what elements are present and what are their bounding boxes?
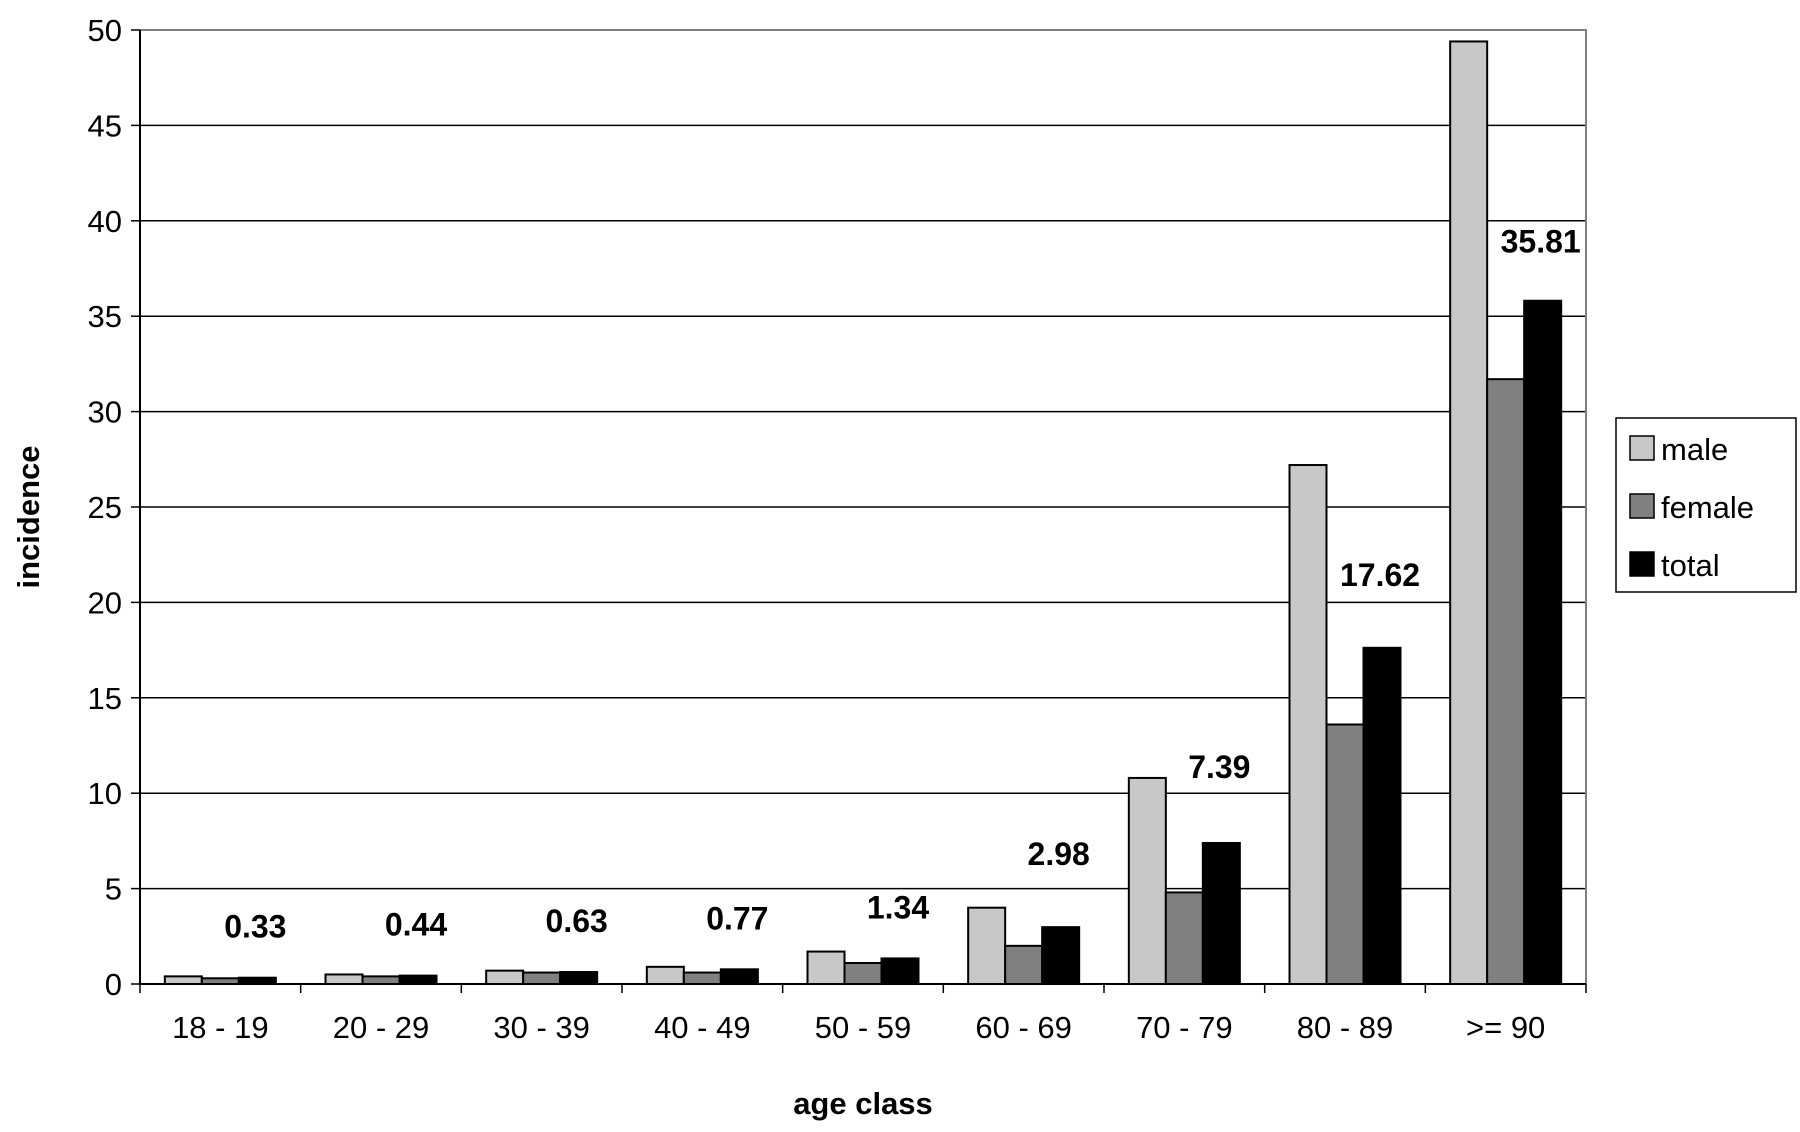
bar-male-8 (1449, 40, 1489, 985)
x-tick-label: 80 - 89 (1297, 1010, 1394, 1045)
bar-female-5 (1004, 944, 1044, 986)
data-label-total: 0.33 (224, 909, 286, 945)
x-tick-label: 70 - 79 (1136, 1010, 1233, 1045)
bar-female-2 (522, 971, 562, 986)
data-label-total: 0.77 (706, 900, 768, 936)
bar-female-3 (682, 971, 722, 986)
y-tick-label: 0 (105, 967, 122, 1002)
data-label-total: 0.63 (546, 903, 608, 939)
x-tick-label: 30 - 39 (493, 1010, 590, 1045)
legend-label-male: male (1661, 432, 1728, 467)
y-tick-label: 45 (88, 108, 122, 143)
bar-total-4 (880, 957, 920, 985)
bar-male-1 (324, 973, 364, 986)
legend-swatch-female (1629, 493, 1655, 519)
y-tick-label: 5 (105, 872, 122, 907)
bar-male-4 (806, 950, 846, 986)
x-tick-label: 60 - 69 (975, 1010, 1072, 1045)
bar-female-1 (361, 975, 401, 985)
bar-total-6 (1201, 841, 1241, 985)
data-label-total: 1.34 (867, 889, 929, 925)
bar-total-8 (1523, 299, 1563, 986)
x-tick-label: 18 - 19 (172, 1010, 269, 1045)
legend-swatch-total (1629, 551, 1655, 577)
bar-male-2 (485, 969, 525, 985)
x-tick-label: 50 - 59 (815, 1010, 912, 1045)
data-label-total: 7.39 (1188, 749, 1250, 785)
data-labels: 0.33 0.44 0.63 0.77 1.34 2.98 7.39 17.62 35.81 (224, 224, 1581, 945)
bar-female-4 (843, 962, 883, 986)
y-tick-label: 30 (88, 395, 122, 430)
bar-male-0 (163, 975, 203, 985)
axes: 0 5 10 15 20 25 30 35 40 45 50 18 - 19 20 - 29 30 - 3… (88, 13, 1587, 1045)
y-axis-title: incidence (11, 446, 46, 589)
bars (163, 40, 1563, 986)
legend: male female total (1615, 417, 1797, 593)
bar-female-6 (1164, 891, 1204, 986)
data-label-total: 17.62 (1340, 557, 1420, 593)
x-tick-label: >= 90 (1466, 1010, 1545, 1045)
y-tick-label: 40 (88, 204, 122, 239)
bar-male-5 (967, 906, 1007, 985)
bar-total-7 (1362, 646, 1402, 986)
y-tick-label: 50 (88, 13, 122, 48)
bar-female-7 (1325, 723, 1365, 986)
data-label-total: 2.98 (1028, 836, 1090, 872)
y-tick-label: 10 (88, 776, 122, 811)
bar-female-8 (1486, 378, 1526, 985)
y-tick-label: 25 (88, 490, 122, 525)
x-tick-label: 20 - 29 (333, 1010, 430, 1045)
x-axis-title: age class (793, 1086, 933, 1121)
bar-total-1 (398, 974, 438, 985)
data-label-total: 0.44 (385, 907, 447, 943)
bar-male-3 (645, 965, 685, 986)
bar-total-5 (1041, 926, 1081, 985)
data-label-total: 35.81 (1501, 224, 1581, 260)
bar-male-6 (1127, 776, 1167, 985)
legend-swatch-male (1629, 435, 1655, 461)
legend-label-female: female (1661, 490, 1754, 525)
bar-total-3 (719, 968, 759, 986)
bar-total-2 (559, 970, 599, 986)
y-tick-label: 15 (88, 681, 122, 716)
legend-label-total: total (1661, 548, 1720, 583)
bar-male-7 (1288, 464, 1328, 985)
y-tick-label: 20 (88, 585, 122, 620)
x-tick-label: 40 - 49 (654, 1010, 751, 1045)
y-tick-label: 35 (88, 299, 122, 334)
